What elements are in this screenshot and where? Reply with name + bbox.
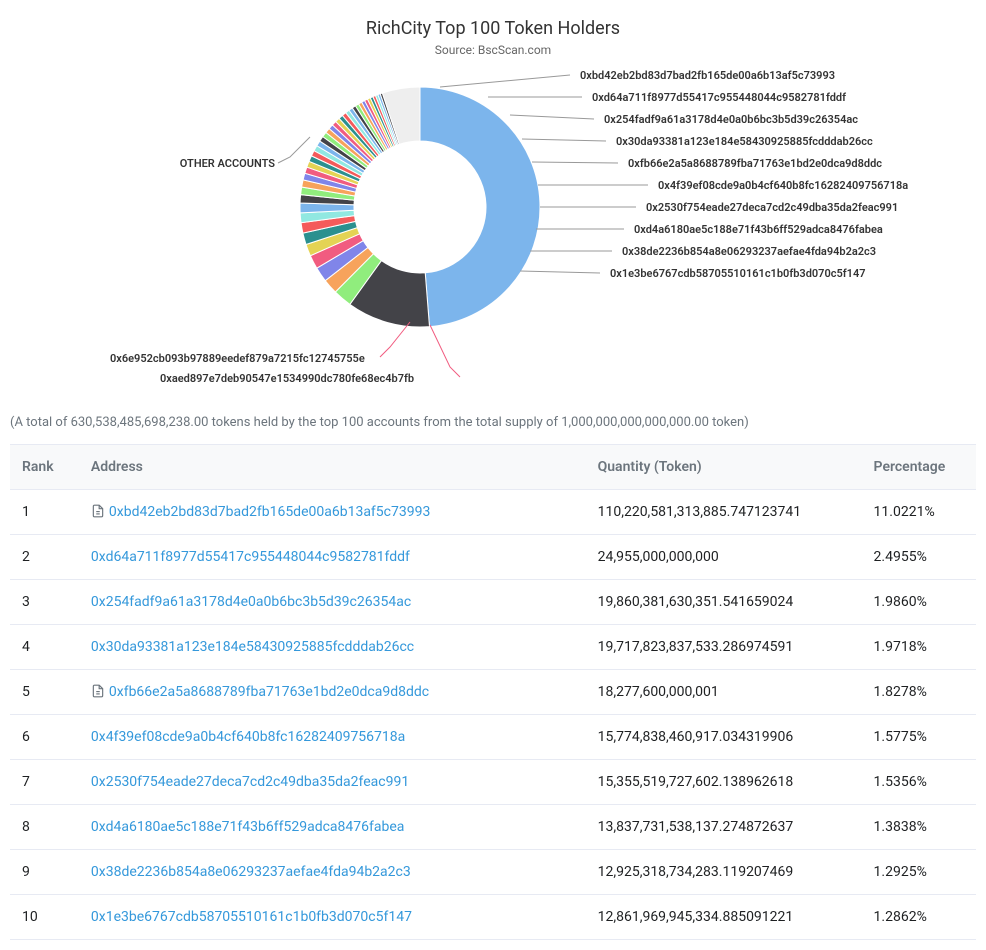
chart-source: Source: BscScan.com xyxy=(10,43,976,57)
chart-label-right: 0xd4a6180ae5c188e71f43b6ff529adca8476fab… xyxy=(634,223,883,236)
cell-address: 0xfb66e2a5a8688789fba71763e1bd2e0dca9d8d… xyxy=(79,670,586,715)
cell-address: 0x38de2236b854a8e06293237aefae4fda94b2a2… xyxy=(79,850,586,895)
cell-rank: 1 xyxy=(10,490,79,535)
cell-rank: 6 xyxy=(10,715,79,760)
chart-label-right: 0x38de2236b854a8e06293237aefae4fda94b2a2… xyxy=(622,245,876,258)
address-link[interactable]: 0x38de2236b854a8e06293237aefae4fda94b2a2… xyxy=(91,864,411,880)
table-row: 9 0x38de2236b854a8e06293237aefae4fda94b2a… xyxy=(10,850,976,895)
cell-percentage: 1.9718% xyxy=(862,625,976,670)
label-addr-bottom-2: 0xaed897e7deb90547e1534990dc780fe68ec4b7… xyxy=(160,372,414,385)
donut-slice[interactable] xyxy=(420,87,540,327)
chart-label-right: 0x1e3be6767cdb58705510161c1b0fb3d070c5f1… xyxy=(610,267,866,280)
donut-chart-area: OTHER ACCOUNTS 0xbd42eb2bd83d7bad2fb165d… xyxy=(10,67,976,397)
table-header-row: Rank Address Quantity (Token) Percentage xyxy=(10,445,976,490)
cell-rank: 7 xyxy=(10,760,79,805)
chart-title: RichCity Top 100 Token Holders xyxy=(10,18,976,39)
cell-address: 0x30da93381a123e184e58430925885fcdddab26… xyxy=(79,625,586,670)
chart-label-right: 0x254fadf9a61a3178d4e0a0b6bc3b5d39c26354… xyxy=(604,113,858,126)
address-link[interactable]: 0xd4a6180ae5c188e71f43b6ff529adca8476fab… xyxy=(91,819,405,835)
cell-percentage: 1.9860% xyxy=(862,580,976,625)
cell-address: 0x2530f754eade27deca7cd2c49dba35da2feac9… xyxy=(79,760,586,805)
contract-icon xyxy=(91,684,109,700)
cell-address: 0x254fadf9a61a3178d4e0a0b6bc3b5d39c26354… xyxy=(79,580,586,625)
table-row: 1 0xbd42eb2bd83d7bad2fb165de00a6b13af5c73… xyxy=(10,490,976,535)
label-other-accounts: OTHER ACCOUNTS xyxy=(155,157,275,170)
col-percentage[interactable]: Percentage xyxy=(862,445,976,490)
address-link[interactable]: 0x2530f754eade27deca7cd2c49dba35da2feac9… xyxy=(91,774,409,790)
cell-quantity: 13,837,731,538,137.274872637 xyxy=(586,805,862,850)
table-row: 5 0xfb66e2a5a8688789fba71763e1bd2e0dca9d8… xyxy=(10,670,976,715)
col-quantity[interactable]: Quantity (Token) xyxy=(586,445,862,490)
table-row: 4 0x30da93381a123e184e58430925885fcdddab2… xyxy=(10,625,976,670)
cell-quantity: 12,925,318,734,283.119207469 xyxy=(586,850,862,895)
table-row: 2 0xd64a711f8977d55417c955448044c9582781f… xyxy=(10,535,976,580)
cell-address: 0xd4a6180ae5c188e71f43b6ff529adca8476fab… xyxy=(79,805,586,850)
cell-quantity: 15,774,838,460,917.034319906 xyxy=(586,715,862,760)
contract-icon xyxy=(91,504,109,520)
cell-percentage: 11.0221% xyxy=(862,490,976,535)
chart-label-right: 0xd64a711f8977d55417c955448044c9582781fd… xyxy=(592,91,846,104)
address-link[interactable]: 0xd64a711f8977d55417c955448044c9582781fd… xyxy=(91,549,410,565)
cell-quantity: 110,220,581,313,885.747123741 xyxy=(586,490,862,535)
holders-table: Rank Address Quantity (Token) Percentage… xyxy=(10,444,976,940)
table-row: 6 0x4f39ef08cde9a0b4cf640b8fc162824097567… xyxy=(10,715,976,760)
chart-label-right: 0x4f39ef08cde9a0b4cf640b8fc1628240975671… xyxy=(658,179,908,192)
chart-label-right: 0x30da93381a123e184e58430925885fcdddab26… xyxy=(616,135,873,148)
chart-label-right: 0x2530f754eade27deca7cd2c49dba35da2feac9… xyxy=(646,201,898,214)
address-link[interactable]: 0xfb66e2a5a8688789fba71763e1bd2e0dca9d8d… xyxy=(109,684,429,700)
cell-quantity: 15,355,519,727,602.138962618 xyxy=(586,760,862,805)
cell-rank: 4 xyxy=(10,625,79,670)
address-link[interactable]: 0xbd42eb2bd83d7bad2fb165de00a6b13af5c739… xyxy=(109,504,430,520)
cell-rank: 5 xyxy=(10,670,79,715)
table-row: 3 0x254fadf9a61a3178d4e0a0b6bc3b5d39c2635… xyxy=(10,580,976,625)
cell-quantity: 19,717,823,837,533.286974591 xyxy=(586,625,862,670)
cell-percentage: 1.3838% xyxy=(862,805,976,850)
chart-label-right: 0xfb66e2a5a8688789fba71763e1bd2e0dca9d8d… xyxy=(628,157,882,170)
cell-rank: 8 xyxy=(10,805,79,850)
chart-label-right: 0xbd42eb2bd83d7bad2fb165de00a6b13af5c739… xyxy=(580,69,835,82)
address-link[interactable]: 0x30da93381a123e184e58430925885fcdddab26… xyxy=(91,639,414,655)
cell-quantity: 18,277,600,000,001 xyxy=(586,670,862,715)
col-address[interactable]: Address xyxy=(79,445,586,490)
address-link[interactable]: 0x1e3be6767cdb58705510161c1b0fb3d070c5f1… xyxy=(91,909,412,925)
label-addr-bottom-1: 0x6e952cb093b97889eedef879a7215fc1274575… xyxy=(110,352,365,365)
cell-quantity: 24,955,000,000,000 xyxy=(586,535,862,580)
cell-percentage: 1.2925% xyxy=(862,850,976,895)
cell-rank: 2 xyxy=(10,535,79,580)
cell-percentage: 1.5775% xyxy=(862,715,976,760)
cell-percentage: 1.5356% xyxy=(862,760,976,805)
summary-text: (A total of 630,538,485,698,238.00 token… xyxy=(10,415,976,430)
address-link[interactable]: 0x4f39ef08cde9a0b4cf640b8fc1628240975671… xyxy=(91,729,405,745)
col-rank[interactable]: Rank xyxy=(10,445,79,490)
cell-rank: 9 xyxy=(10,850,79,895)
cell-percentage: 1.8278% xyxy=(862,670,976,715)
cell-percentage: 1.2862% xyxy=(862,895,976,940)
cell-address: 0x1e3be6767cdb58705510161c1b0fb3d070c5f1… xyxy=(79,895,586,940)
cell-address: 0xbd42eb2bd83d7bad2fb165de00a6b13af5c739… xyxy=(79,490,586,535)
cell-address: 0x4f39ef08cde9a0b4cf640b8fc1628240975671… xyxy=(79,715,586,760)
cell-quantity: 12,861,969,945,334.885091221 xyxy=(586,895,862,940)
table-row: 7 0x2530f754eade27deca7cd2c49dba35da2feac… xyxy=(10,760,976,805)
table-row: 10 0x1e3be6767cdb58705510161c1b0fb3d070c5… xyxy=(10,895,976,940)
cell-rank: 10 xyxy=(10,895,79,940)
cell-percentage: 2.4955% xyxy=(862,535,976,580)
donut-chart[interactable] xyxy=(290,77,550,337)
cell-address: 0xd64a711f8977d55417c955448044c9582781fd… xyxy=(79,535,586,580)
cell-rank: 3 xyxy=(10,580,79,625)
table-row: 8 0xd4a6180ae5c188e71f43b6ff529adca8476fa… xyxy=(10,805,976,850)
address-link[interactable]: 0x254fadf9a61a3178d4e0a0b6bc3b5d39c26354… xyxy=(91,594,411,610)
cell-quantity: 19,860,381,630,351.541659024 xyxy=(586,580,862,625)
